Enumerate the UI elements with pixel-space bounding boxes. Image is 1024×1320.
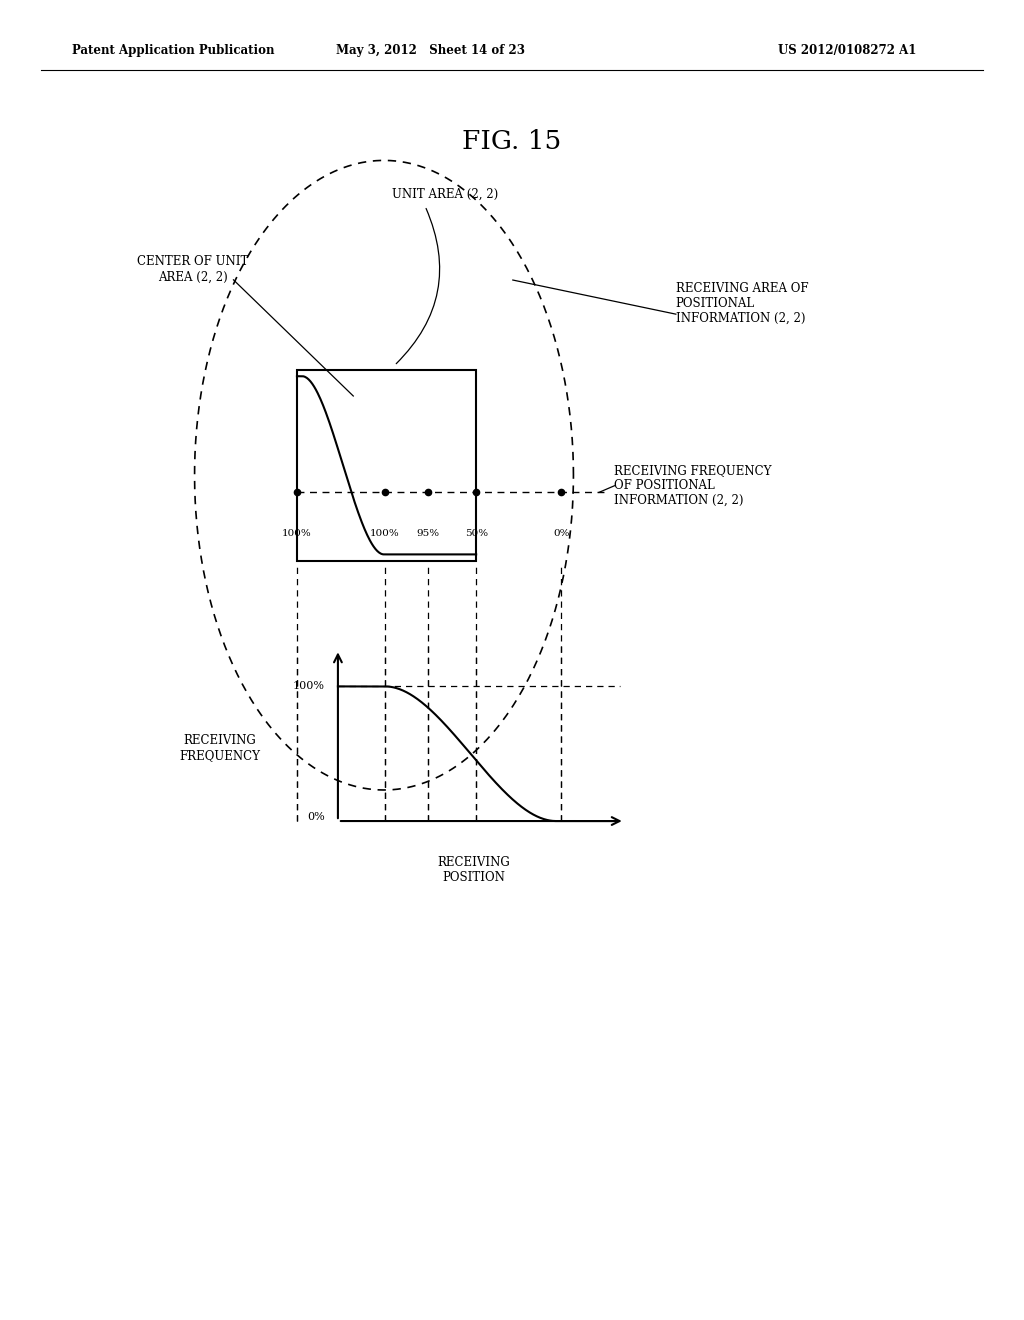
Text: 50%: 50% [465, 529, 487, 539]
Text: RECEIVING
POSITION: RECEIVING POSITION [437, 855, 511, 884]
Text: US 2012/0108272 A1: US 2012/0108272 A1 [778, 44, 916, 57]
Text: CENTER OF UNIT
AREA (2, 2): CENTER OF UNIT AREA (2, 2) [137, 255, 248, 284]
Text: 100%: 100% [282, 529, 312, 539]
Bar [297, 370, 476, 561]
Text: RECEIVING
FREQUENCY: RECEIVING FREQUENCY [179, 734, 261, 763]
Text: Patent Application Publication: Patent Application Publication [72, 44, 274, 57]
Text: 0%: 0% [307, 812, 325, 822]
Text: 100%: 100% [370, 529, 400, 539]
Text: RECEIVING AREA OF
POSITIONAL
INFORMATION (2, 2): RECEIVING AREA OF POSITIONAL INFORMATION… [676, 282, 809, 325]
Text: 100%: 100% [293, 681, 325, 692]
Text: UNIT AREA (2, 2): UNIT AREA (2, 2) [392, 187, 499, 201]
Text: 95%: 95% [417, 529, 439, 539]
Text: FIG. 15: FIG. 15 [463, 129, 561, 153]
Text: RECEIVING FREQUENCY
OF POSITIONAL
INFORMATION (2, 2): RECEIVING FREQUENCY OF POSITIONAL INFORM… [614, 465, 772, 507]
Text: 0%: 0% [553, 529, 569, 539]
Text: May 3, 2012   Sheet 14 of 23: May 3, 2012 Sheet 14 of 23 [336, 44, 524, 57]
